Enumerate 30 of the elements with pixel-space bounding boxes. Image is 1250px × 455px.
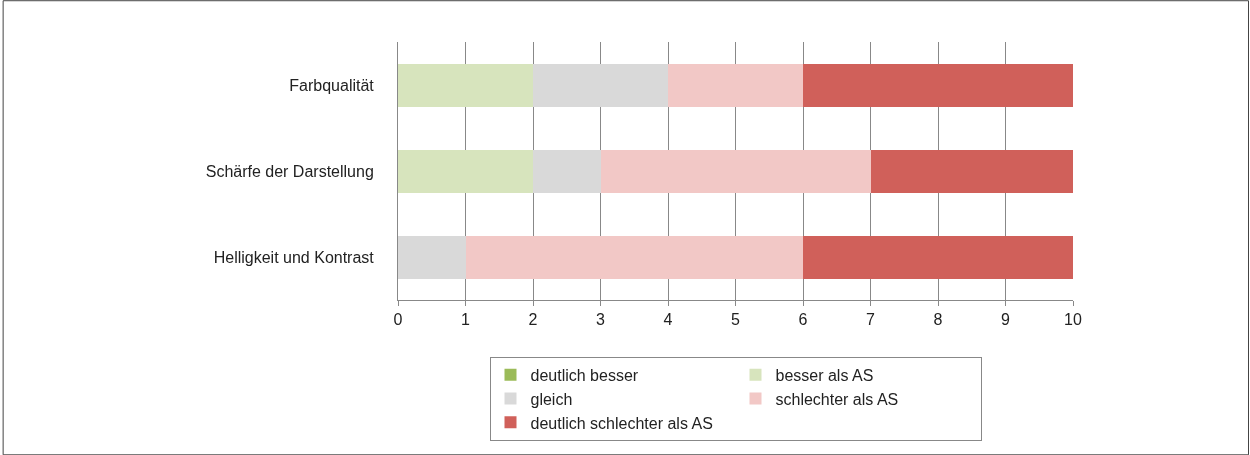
- bar: [398, 149, 533, 193]
- legend-label: besser als AS: [775, 366, 874, 384]
- y-tick-label: Farbqualität: [289, 76, 375, 94]
- bar: [533, 149, 601, 193]
- bar: [803, 63, 1073, 107]
- x-tick-label: 6: [798, 311, 808, 329]
- x-tick-label: 8: [933, 311, 943, 329]
- x-tick-label: 4: [663, 311, 673, 329]
- bar: [533, 63, 668, 107]
- x-tick-label: 1: [461, 311, 471, 329]
- legend-label: gleich: [530, 390, 573, 408]
- bar: [668, 63, 803, 107]
- bar: [870, 149, 1073, 193]
- x-tick-label: 9: [1001, 311, 1011, 329]
- x-tick-label: 0: [393, 311, 403, 329]
- bar: [398, 235, 466, 279]
- legend-label: deutlich besser: [530, 366, 639, 384]
- y-tick-label: Helligkeit und Kontrast: [213, 248, 375, 266]
- bar: [398, 63, 533, 107]
- x-tick-label: 2: [528, 311, 538, 329]
- y-tick-label: Schärfe der Darstellung: [205, 162, 374, 180]
- x-tick-label: 5: [731, 311, 741, 329]
- legend-label: deutlich schlechter als AS: [530, 414, 713, 432]
- bar: [465, 235, 803, 279]
- x-tick-label: 3: [596, 311, 606, 329]
- bar: [803, 235, 1073, 279]
- x-tick-label: 7: [866, 311, 876, 329]
- legend-label: schlechter als AS: [775, 390, 899, 408]
- bar: [600, 149, 871, 193]
- x-tick-label: 10: [1064, 311, 1082, 329]
